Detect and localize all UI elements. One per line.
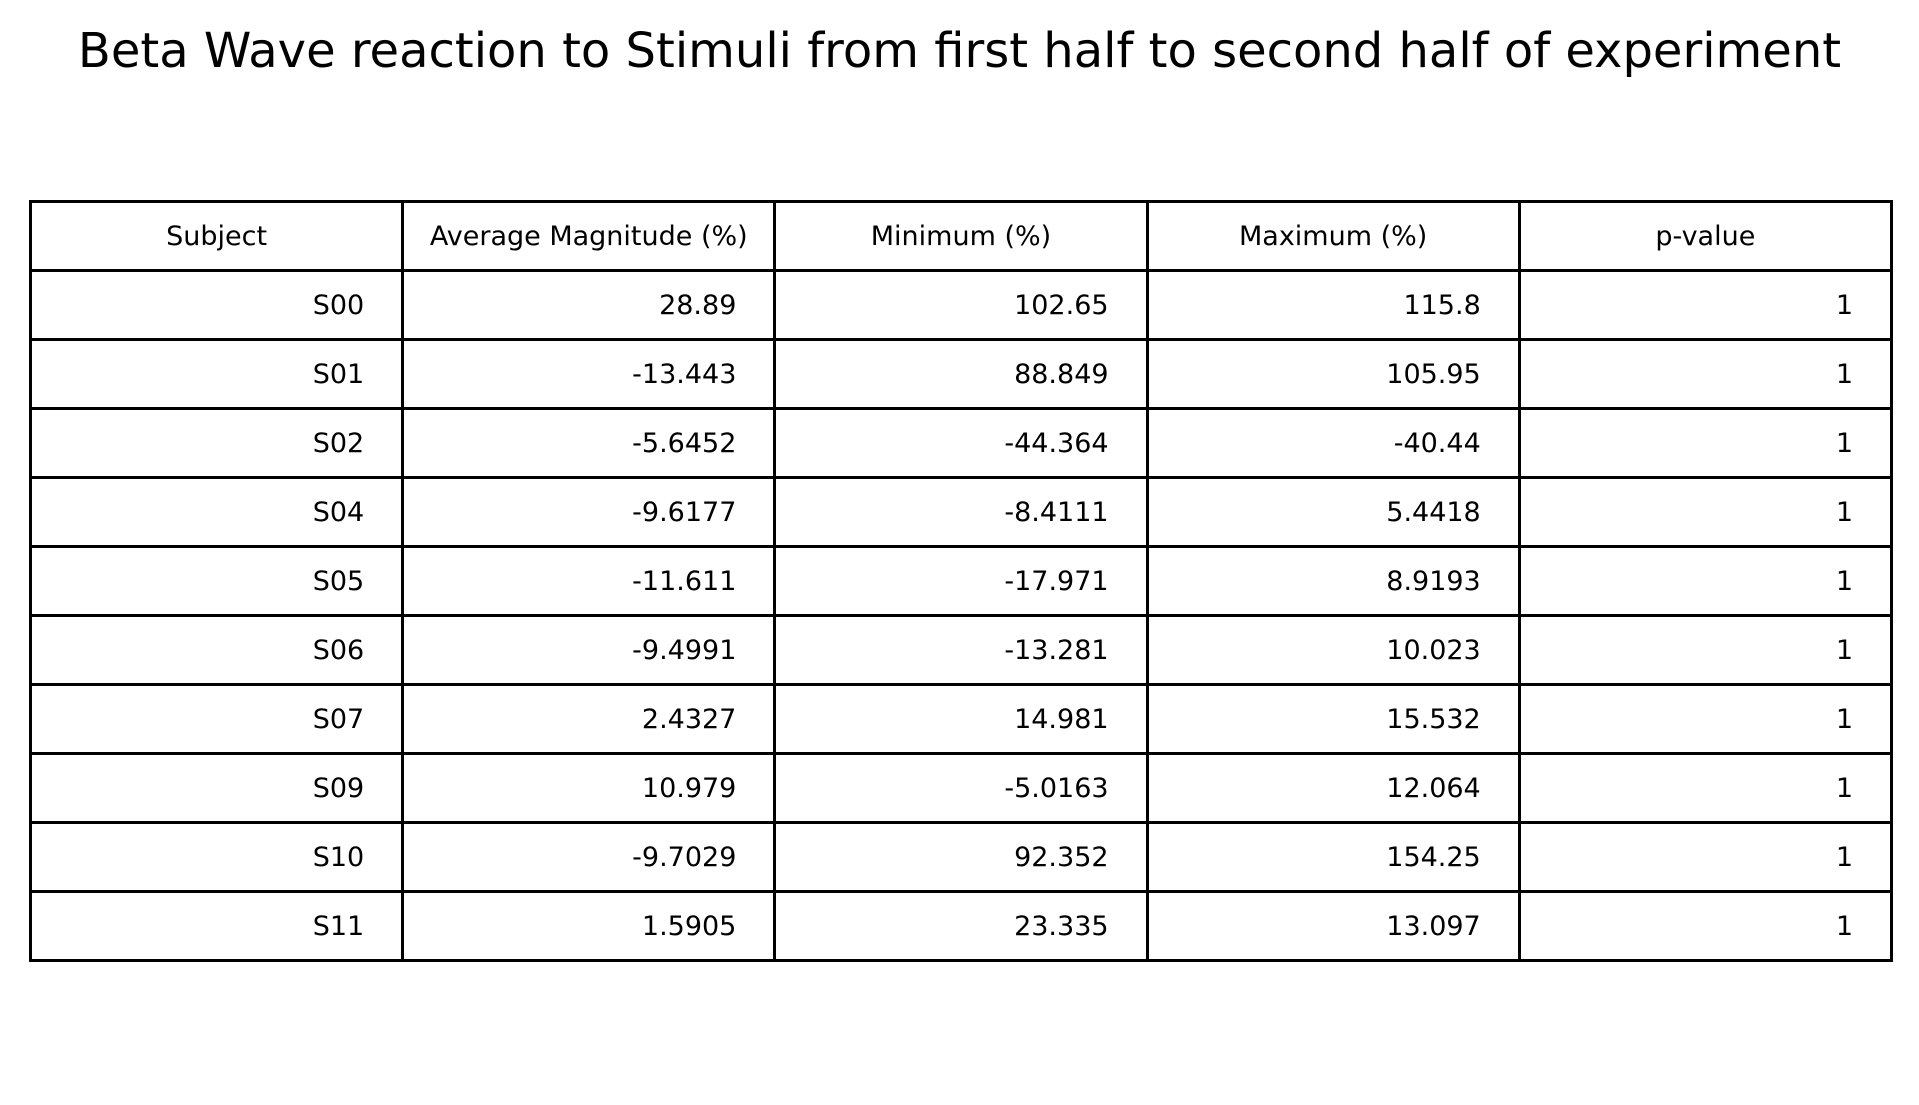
table-cell: -13.281: [773, 614, 1149, 686]
table-row: S11 1.5905 23.335 13.097 1: [28, 890, 1894, 962]
table-cell: 1: [1517, 545, 1894, 617]
table-row: S07 2.4327 14.981 15.532 1: [28, 683, 1894, 755]
table-cell: 15.532: [1145, 683, 1521, 755]
table-cell: -9.4991: [401, 614, 777, 686]
table-row: S01 -13.443 88.849 105.95 1: [28, 338, 1894, 410]
table-cell: 1: [1517, 614, 1894, 686]
table-cell: 5.4418: [1145, 476, 1521, 548]
table-row: S09 10.979 -5.0163 12.064 1: [28, 752, 1894, 824]
chart-title: Beta Wave reaction to Stimuli from first…: [77, 23, 1842, 79]
table-cell: -17.971: [773, 545, 1149, 617]
table-cell: 1: [1517, 269, 1894, 341]
table-cell: 12.064: [1145, 752, 1521, 824]
table-cell: -13.443: [401, 338, 777, 410]
table-cell: S06: [28, 614, 405, 686]
table-cell: S04: [28, 476, 405, 548]
table-cell: 14.981: [773, 683, 1149, 755]
results-table: Subject Average Magnitude (%) Minimum (%…: [28, 200, 1894, 962]
column-header: Maximum (%): [1145, 200, 1521, 272]
table-cell: S10: [28, 821, 405, 893]
table-cell: S09: [28, 752, 405, 824]
table-cell: 1: [1517, 890, 1894, 962]
table-cell: 1: [1517, 476, 1894, 548]
table-cell: 88.849: [773, 338, 1149, 410]
table-cell: 102.65: [773, 269, 1149, 341]
table-cell: S11: [28, 890, 405, 962]
column-header: Average Magnitude (%): [401, 200, 777, 272]
table-body: S00 28.89 102.65 115.8 1 S01 -13.443 88.…: [28, 269, 1894, 962]
table-cell: 13.097: [1145, 890, 1521, 962]
table-cell: S00: [28, 269, 405, 341]
table-cell: -5.6452: [401, 407, 777, 479]
table-cell: 1.5905: [401, 890, 777, 962]
table-cell: 154.25: [1145, 821, 1521, 893]
table-row: S10 -9.7029 92.352 154.25 1: [28, 821, 1894, 893]
table-cell: 115.8: [1145, 269, 1521, 341]
table-cell: -9.6177: [401, 476, 777, 548]
table-row: S06 -9.4991 -13.281 10.023 1: [28, 614, 1894, 686]
table-cell: 10.023: [1145, 614, 1521, 686]
table-cell: S01: [28, 338, 405, 410]
table-row: S04 -9.6177 -8.4111 5.4418 1: [28, 476, 1894, 548]
table-cell: 1: [1517, 338, 1894, 410]
table-row: S02 -5.6452 -44.364 -40.44 1: [28, 407, 1894, 479]
header-row: Subject Average Magnitude (%) Minimum (%…: [28, 200, 1894, 272]
column-header: Subject: [28, 200, 405, 272]
column-header: Minimum (%): [773, 200, 1149, 272]
table-row: S05 -11.611 -17.971 8.9193 1: [28, 545, 1894, 617]
table-cell: -11.611: [401, 545, 777, 617]
table-cell: 105.95: [1145, 338, 1521, 410]
table-cell: 1: [1517, 683, 1894, 755]
table-cell: 92.352: [773, 821, 1149, 893]
table-cell: -8.4111: [773, 476, 1149, 548]
table-cell: 1: [1517, 407, 1894, 479]
table-cell: S02: [28, 407, 405, 479]
table-cell: S07: [28, 683, 405, 755]
column-header: p-value: [1517, 200, 1894, 272]
table-cell: 28.89: [401, 269, 777, 341]
table-cell: 1: [1517, 752, 1894, 824]
table-cell: -9.7029: [401, 821, 777, 893]
table-row: S00 28.89 102.65 115.8 1: [28, 269, 1894, 341]
table-cell: -5.0163: [773, 752, 1149, 824]
table-cell: 8.9193: [1145, 545, 1521, 617]
table-cell: 23.335: [773, 890, 1149, 962]
table-cell: S05: [28, 545, 405, 617]
table-cell: 2.4327: [401, 683, 777, 755]
table-cell: 1: [1517, 821, 1894, 893]
table-cell: -44.364: [773, 407, 1149, 479]
table-cell: 10.979: [401, 752, 777, 824]
table-cell: -40.44: [1145, 407, 1521, 479]
